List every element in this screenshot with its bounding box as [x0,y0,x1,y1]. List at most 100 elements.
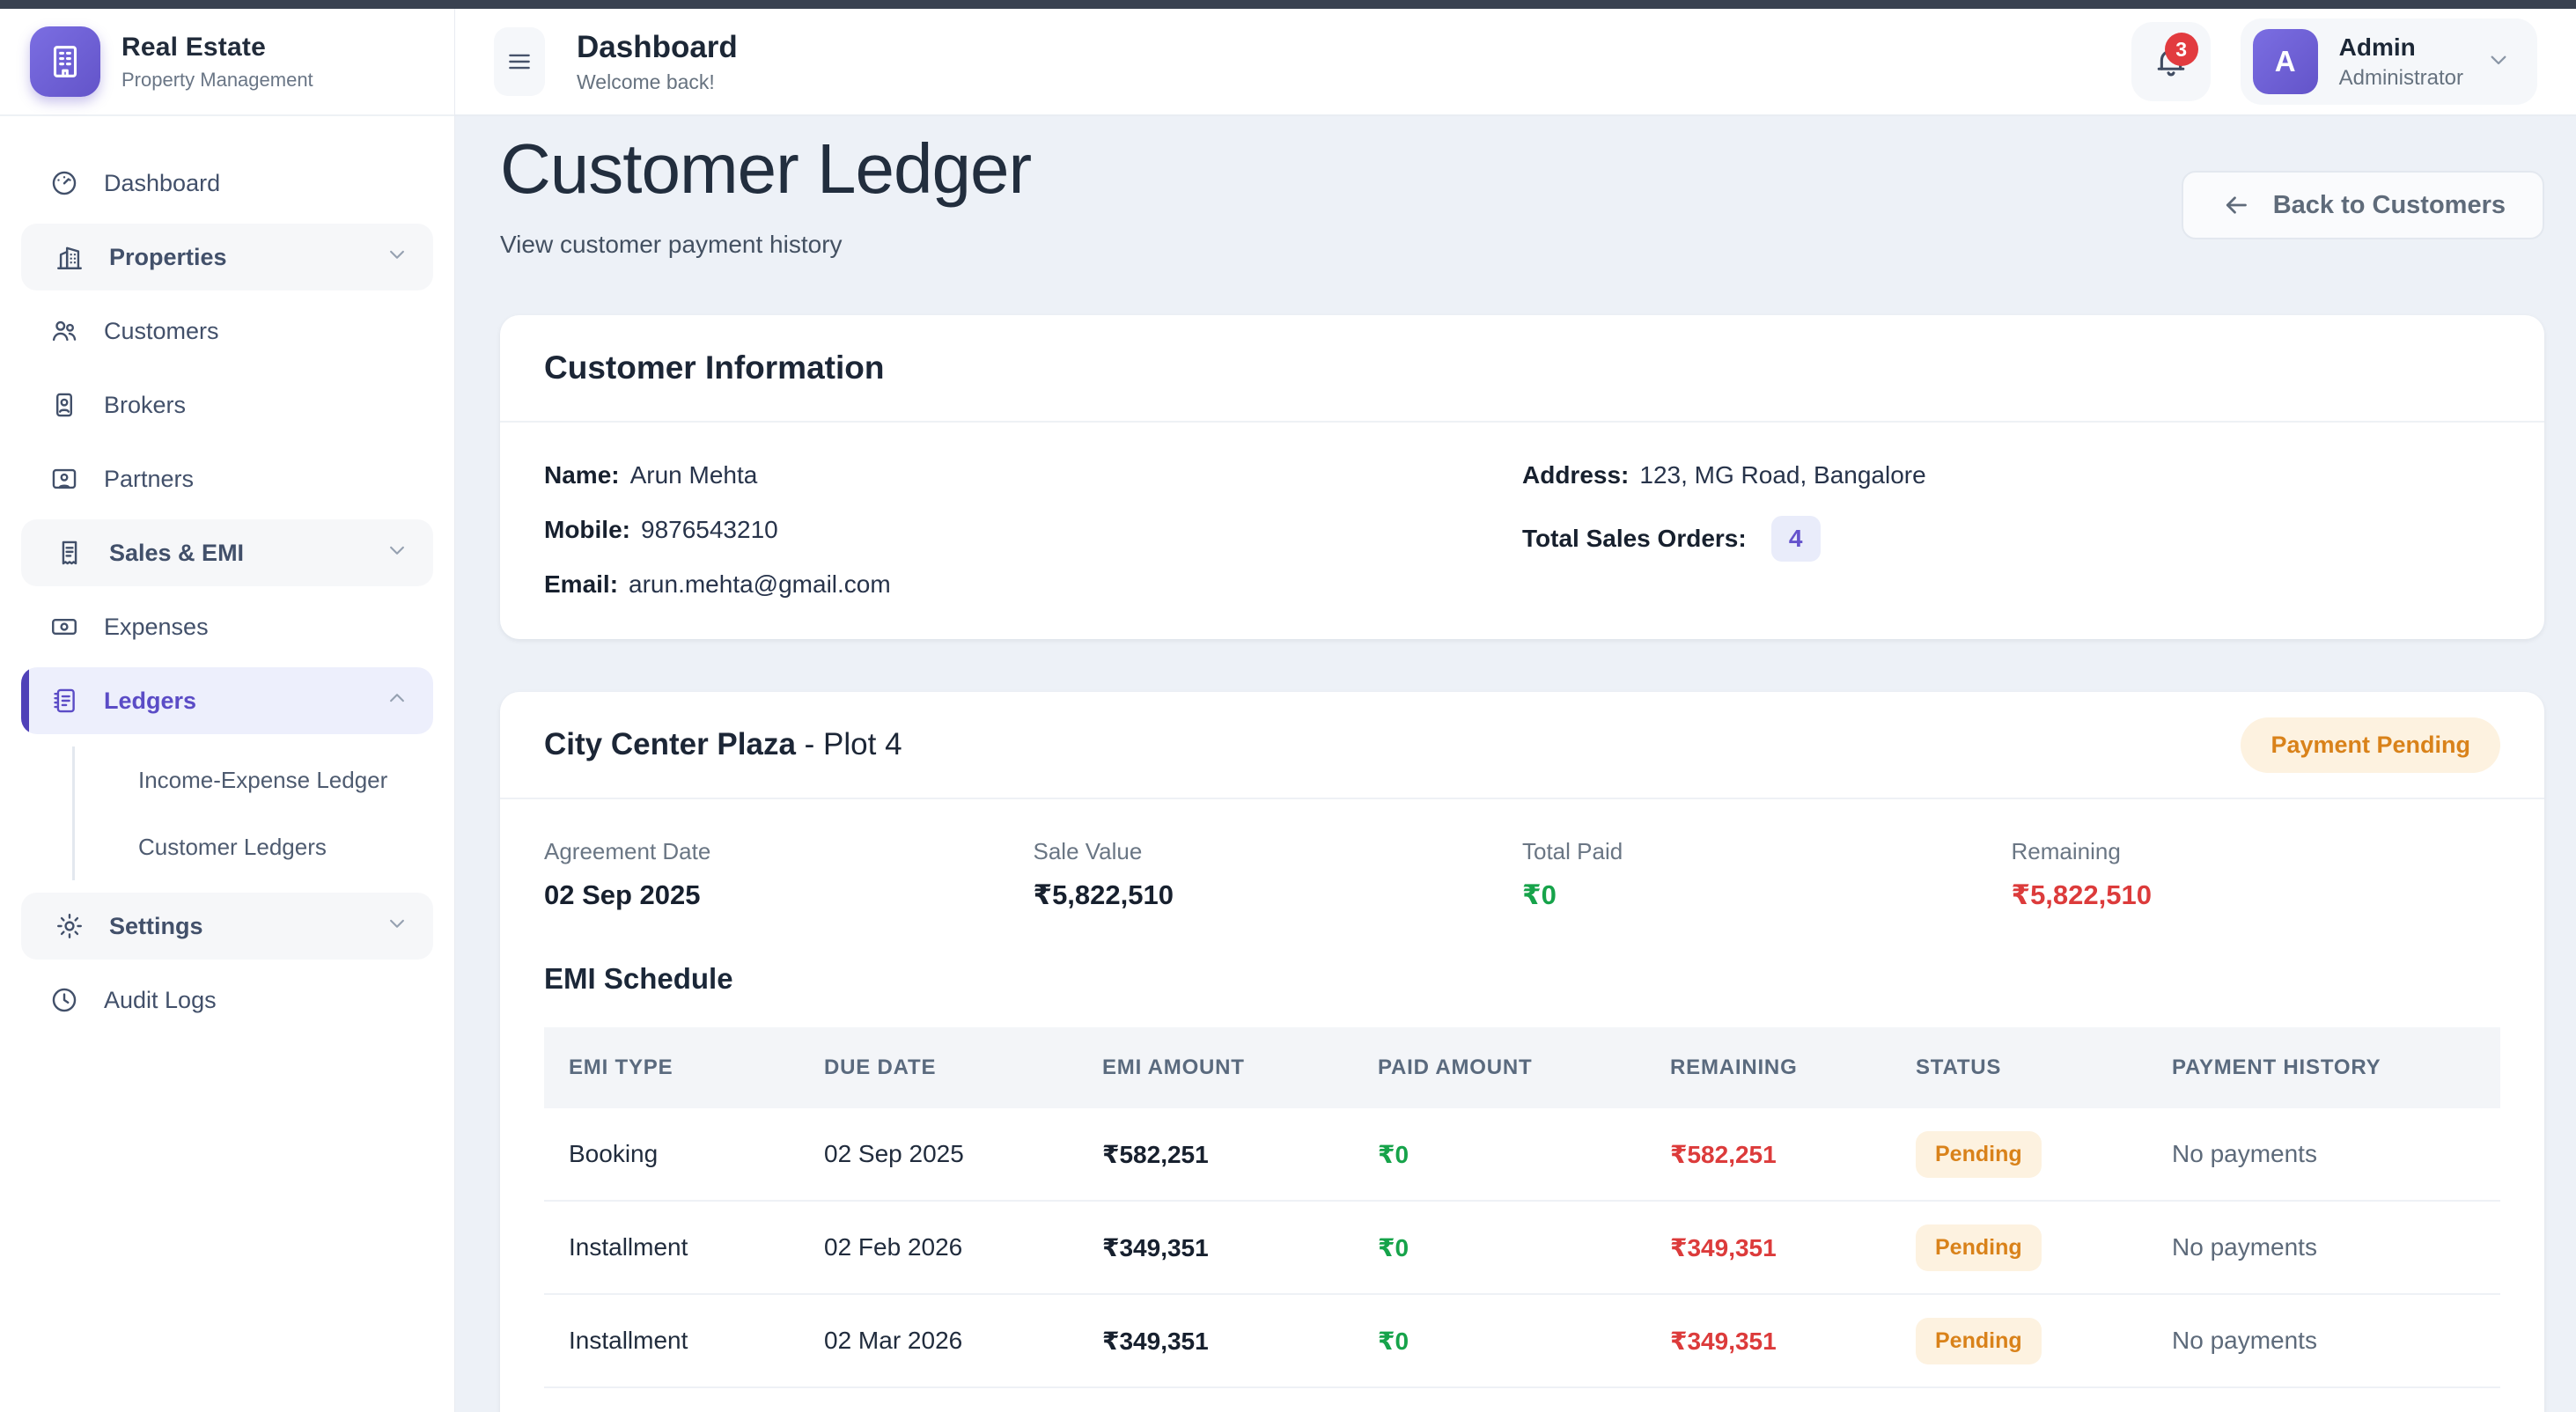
user-role: Administrator [2338,65,2463,90]
column-header: STATUS [1916,1055,2002,1079]
customer-orders-field: Total Sales Orders: 4 [1522,516,2500,562]
topbar: Dashboard Welcome back! 3 A Admin Admini… [455,9,2576,116]
sidebar-subitem-customer-ledgers[interactable]: Customer Ledgers [75,813,433,880]
sidebar-item-dashboard[interactable]: Dashboard [21,150,433,217]
column-header: EMI AMOUNT [1102,1055,1245,1079]
menu-toggle-button[interactable] [494,27,545,96]
notification-count-badge: 3 [2164,33,2198,66]
due-date-cell: 02 Sep 2025 [824,1140,964,1167]
stat-value: 02 Sep 2025 [544,879,701,910]
emi-amount-cell: ₹349,351 [1102,1233,1209,1261]
table-header-row: EMI TYPE DUE DATE EMI AMOUNT PAID AMOUNT… [544,1027,2500,1108]
id-card-icon [56,393,72,417]
customer-info-title: Customer Information [544,349,885,386]
status-cell: Pending [1891,1224,2147,1271]
emi-type-cell: Installment [569,1233,688,1261]
sidebar-subitem-income-expense-ledger[interactable]: Income-Expense Ledger [75,746,433,813]
customer-address-field: Address: 123, MG Road, Bangalore [1522,461,2500,489]
back-to-customers-button[interactable]: Back to Customers [2181,171,2544,239]
back-button-label: Back to Customers [2272,190,2506,219]
main-content: Customer Ledger View customer payment hi… [455,116,2576,1412]
sidebar-item-properties[interactable]: Properties [21,224,433,290]
sidebar-item-sales-emi[interactable]: Sales & EMI [21,519,433,586]
stat-agreement-date: Agreement Date 02 Sep 2025 [544,838,1034,911]
due-date-cell: 02 Mar 2026 [824,1327,963,1354]
status-cell: Pending [1891,1317,2147,1364]
column-header: REMAINING [1670,1055,1798,1079]
table-row: Installment 02 Feb 2026 ₹349,351 ₹0 ₹349… [544,1202,2500,1295]
sidebar-item-label: Sales & EMI [109,539,245,566]
stat-sale-value: Sale Value ₹5,822,510 [1034,838,1523,911]
property-name: City Center Plaza [544,727,796,761]
buildings-icon [57,246,82,269]
sidebar-item-label: Ledgers [104,687,197,714]
property-unit: - Plot 4 [795,727,902,761]
topbar-title-block: Dashboard Welcome back! [577,30,738,94]
submenu-item-label: Income-Expense Ledger [138,766,388,793]
stat-value: ₹5,822,510 [1033,879,1174,910]
topbar-title: Dashboard [577,29,738,64]
remaining-cell: ₹349,351 [1670,1233,1777,1261]
sidebar: Real Estate Property Management Dashboar… [0,9,455,1412]
sidebar-item-label: Partners [104,465,195,492]
notifications-button[interactable]: 3 [2131,22,2211,101]
user-name: Admin [2338,33,2416,61]
brand-header: Real Estate Property Management [0,9,454,116]
sidebar-item-customers[interactable]: Customers [21,298,433,364]
user-text: Admin Administrator [2339,33,2463,91]
app-logo [30,26,100,97]
ledgers-submenu: Income-Expense Ledger Customer Ledgers [72,746,433,880]
stat-value: ₹5,822,510 [2011,879,2152,910]
property-stats: Agreement Date 02 Sep 2025 Sale Value ₹5… [544,838,2500,911]
sidebar-item-label: Brokers [104,391,187,418]
customer-mobile-field: Mobile: 9876543210 [544,516,1522,544]
brand-title: Real Estate [121,32,266,62]
column-header: EMI TYPE [569,1055,673,1079]
field-value: 123, MG Road, Bangalore [1639,461,1926,489]
gauge-icon [52,171,77,195]
field-label: Email: [544,570,619,598]
sidebar-item-settings[interactable]: Settings [21,893,433,960]
banknote-icon [52,619,77,635]
hamburger-icon [509,54,530,70]
stat-label: Agreement Date [544,838,711,864]
stat-label: Total Paid [1522,838,1623,864]
column-header: PAID AMOUNT [1378,1055,1533,1079]
stat-remaining: Remaining ₹5,822,510 [2012,838,2501,911]
payment-history-cell: No payments [2172,1233,2317,1261]
sidebar-item-partners[interactable]: Partners [21,445,433,512]
payment-history-cell: No payments [2172,1140,2317,1167]
column-header: DUE DATE [824,1055,937,1079]
payment-status-badge: Payment Pending [2241,717,2500,773]
avatar: A [2252,29,2318,94]
user-menu[interactable]: A Admin Administrator [2240,18,2537,105]
customer-info-left-column: Name: Arun Mehta Mobile: 9876543210 Emai… [544,461,1522,599]
sidebar-item-ledgers[interactable]: Ledgers [21,667,433,734]
payment-history-cell: No payments [2172,1327,2317,1354]
sidebar-item-audit-logs[interactable]: Audit Logs [21,967,433,1033]
stat-label: Remaining [2011,838,2121,864]
customer-name-field: Name: Arun Mehta [544,461,1522,489]
status-badge: Pending [1916,1317,2042,1364]
column-header: PAYMENT HISTORY [2172,1055,2381,1079]
clock-icon [52,988,77,1012]
stat-label: Sale Value [1033,838,1143,864]
chevron-down-icon [384,910,410,943]
sidebar-item-brokers[interactable]: Brokers [21,371,433,438]
field-value: 9876543210 [641,516,778,543]
emi-amount-cell: ₹349,351 [1102,1327,1209,1355]
receipt-icon [62,541,77,565]
sidebar-item-expenses[interactable]: Expenses [21,593,433,660]
ledger-icon [54,688,75,713]
status-badge: Pending [1916,1130,2042,1178]
sidebar-item-label: Properties [109,243,227,270]
field-value: Arun Mehta [629,461,758,489]
submenu-item-label: Customer Ledgers [138,833,327,860]
customer-email-field: Email: arun.mehta@gmail.com [544,570,1522,599]
paid-amount-cell: ₹0 [1378,1233,1409,1261]
status-cell: Pending [1891,1130,2147,1178]
emi-schedule-table: EMI TYPE DUE DATE EMI AMOUNT PAID AMOUNT… [544,1027,2500,1388]
table-row: Installment 02 Mar 2026 ₹349,351 ₹0 ₹349… [544,1295,2500,1388]
sidebar-nav: Dashboard Properties Customers Brokers P… [0,116,454,1033]
emi-schedule-title: EMI Schedule [544,962,733,995]
